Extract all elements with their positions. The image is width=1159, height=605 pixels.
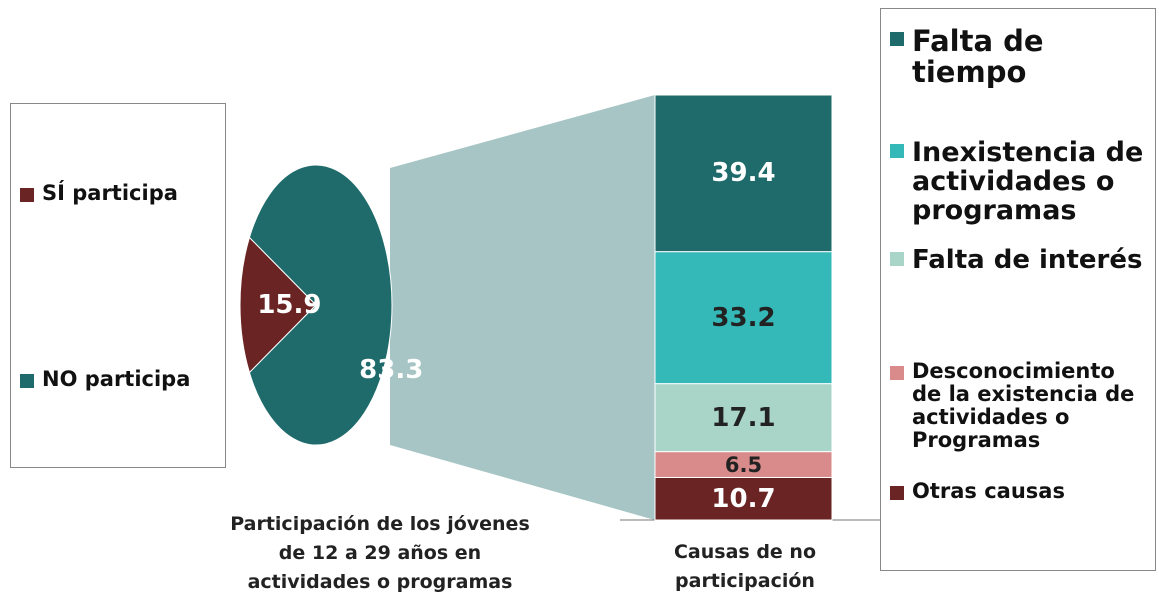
legend-swatch	[890, 366, 904, 380]
bar-title: Causas de no participación	[673, 541, 817, 592]
data-label: 33.2	[711, 302, 776, 333]
legend-swatch	[890, 486, 904, 500]
pie-title: Participación de los jóvenes de 12 a 29 …	[230, 513, 530, 593]
legend-swatch	[20, 374, 34, 388]
legend-label: NO participa	[42, 367, 191, 391]
legend-swatch	[890, 144, 904, 158]
legend-item: SÍ participa	[20, 182, 220, 205]
connector	[390, 95, 655, 520]
legend-item: Otras causas	[890, 480, 1150, 503]
legend-item: NO participa	[20, 368, 220, 391]
legend-label: Inexistencia de actividades o programas	[912, 137, 1144, 226]
bar-legend-box	[880, 8, 1156, 571]
bar-segment	[654, 383, 833, 453]
legend-item: Inexistencia de actividades o programas	[890, 138, 1150, 225]
legend-label: Falta de tiempo	[912, 24, 1044, 89]
legend-swatch	[20, 188, 34, 202]
data-label: 83.3	[359, 355, 424, 385]
data-label: 39.4	[711, 158, 776, 189]
bar-segment	[654, 451, 833, 478]
pie-slice	[239, 236, 317, 374]
pie-legend-box	[10, 103, 226, 468]
data-label: 15.9	[257, 290, 322, 320]
bar-segment	[654, 251, 833, 385]
legend-item: Falta de tiempo	[890, 26, 1150, 88]
legend-item: Desconocimiento de la existencia de acti…	[890, 360, 1150, 452]
legend-label: Falta de interés	[912, 245, 1143, 275]
legend-label: Desconocimiento de la existencia de acti…	[912, 359, 1135, 452]
legend-label: Otras causas	[912, 479, 1065, 503]
bar-segment	[654, 94, 833, 253]
data-label: 10.7	[711, 483, 776, 514]
data-label: 17.1	[711, 402, 776, 433]
legend-swatch	[890, 252, 904, 266]
pie-slice	[248, 164, 393, 446]
legend-item: Falta de interés	[890, 246, 1150, 274]
data-label: 6.5	[724, 452, 763, 477]
legend-label: SÍ participa	[42, 181, 178, 205]
legend-swatch	[890, 32, 904, 46]
